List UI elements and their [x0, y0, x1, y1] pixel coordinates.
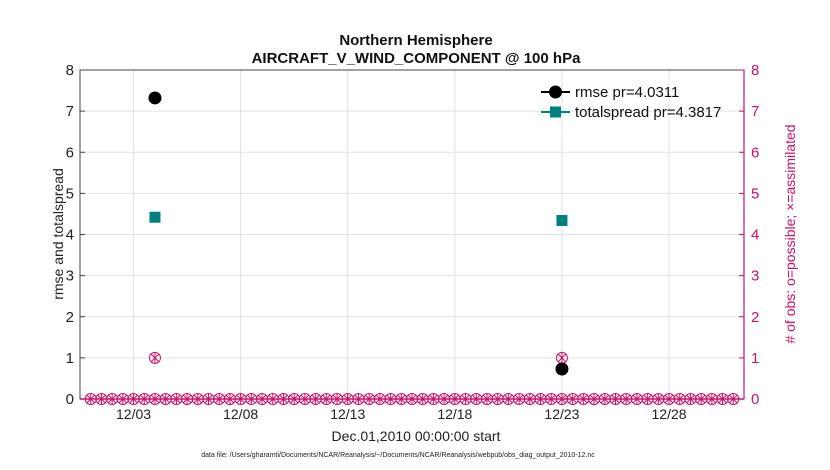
y-right-tick-label: 3: [751, 268, 759, 285]
y-right-tick-label: 1: [751, 350, 759, 367]
rmse-point: [148, 91, 162, 105]
obs-marker: [223, 393, 236, 405]
totalspread-point: [556, 215, 568, 227]
x-tick-label: 12/28: [652, 406, 687, 422]
obs-marker: [148, 351, 161, 364]
legend-label-rmse: rmse pr=4.0311: [575, 84, 679, 101]
obs-marker: [684, 393, 697, 405]
data-series: [148, 91, 569, 376]
obs-marker: [84, 393, 97, 405]
obs-marker: [588, 393, 601, 405]
obs-marker: [427, 393, 440, 405]
legend: rmse pr=4.0311 totalspread pr=4.3817: [541, 84, 721, 121]
obs-marker: [331, 393, 344, 405]
x-tick-label: 12/23: [544, 406, 579, 422]
obs-marker: [534, 393, 547, 405]
rmse-point: [555, 362, 569, 376]
data-file-footer: data file: /Users/gharamti/Documents/NCA…: [201, 452, 595, 459]
x-tick-label: 12/03: [116, 406, 151, 422]
x-tick-label: 12/08: [223, 406, 258, 422]
y-tick-label: 7: [66, 103, 74, 120]
y-right-tick-label: 4: [751, 227, 759, 244]
legend-marker-totalspread: [550, 106, 561, 118]
grid-lines: [80, 70, 744, 399]
y-axis-right-label: # of obs: o=possible; ×=assimilated: [782, 124, 798, 343]
y-tick-label: 6: [66, 144, 74, 161]
obs-count-series: [80, 351, 744, 405]
y-right-tick-label: 6: [751, 144, 759, 161]
chart-title: Northern Hemisphere: [339, 32, 492, 49]
y-right-tick-label: 5: [751, 185, 759, 202]
y-tick-label: 8: [66, 62, 74, 79]
x-axis: 12/03 12/08 12/13 12/18 12/23 12/28: [116, 394, 687, 422]
legend-marker-rmse: [549, 85, 562, 99]
x-axis-label: Dec.01,2010 00:00:00 start: [332, 428, 501, 444]
obs-marker: [159, 393, 172, 405]
y-tick-label: 4: [66, 227, 74, 244]
totalspread-point: [149, 211, 161, 223]
y-tick-label: 0: [66, 391, 74, 408]
y-tick-label: 3: [66, 268, 74, 285]
legend-label-totalspread: totalspread pr=4.3817: [575, 104, 721, 121]
obs-marker: [652, 393, 665, 405]
y-axis-left: 0 1 2 3 4 5 6 7 8: [66, 62, 85, 408]
chart-subtitle: AIRCRAFT_V_WIND_COMPONENT @ 100 hPa: [252, 50, 582, 67]
x-tick-label: 12/18: [437, 406, 472, 422]
y-tick-label: 2: [66, 309, 74, 326]
obs-marker: [695, 393, 708, 405]
obs-marker: [352, 393, 365, 405]
obs-marker: [395, 393, 408, 405]
y-right-tick-label: 2: [751, 309, 759, 326]
obs-marker: [502, 393, 515, 405]
y-right-tick-label: 8: [751, 62, 759, 79]
y-axis-label: rmse and totalspread: [50, 168, 66, 300]
obs-marker: [266, 393, 279, 405]
y-tick-label: 1: [66, 350, 74, 367]
obs-marker: [727, 393, 740, 405]
x-tick-label: 12/13: [330, 406, 365, 422]
obs-marker: [406, 393, 418, 405]
y-right-tick-label: 0: [751, 391, 759, 408]
obs-marker: [341, 393, 354, 405]
obs-marker: [181, 393, 194, 405]
y-tick-label: 5: [66, 185, 74, 202]
obs-marker: [95, 393, 108, 405]
y-right-tick-label: 7: [751, 103, 759, 120]
y-axis-right: 0 1 2 3 4 5 6 7 8: [739, 62, 759, 408]
